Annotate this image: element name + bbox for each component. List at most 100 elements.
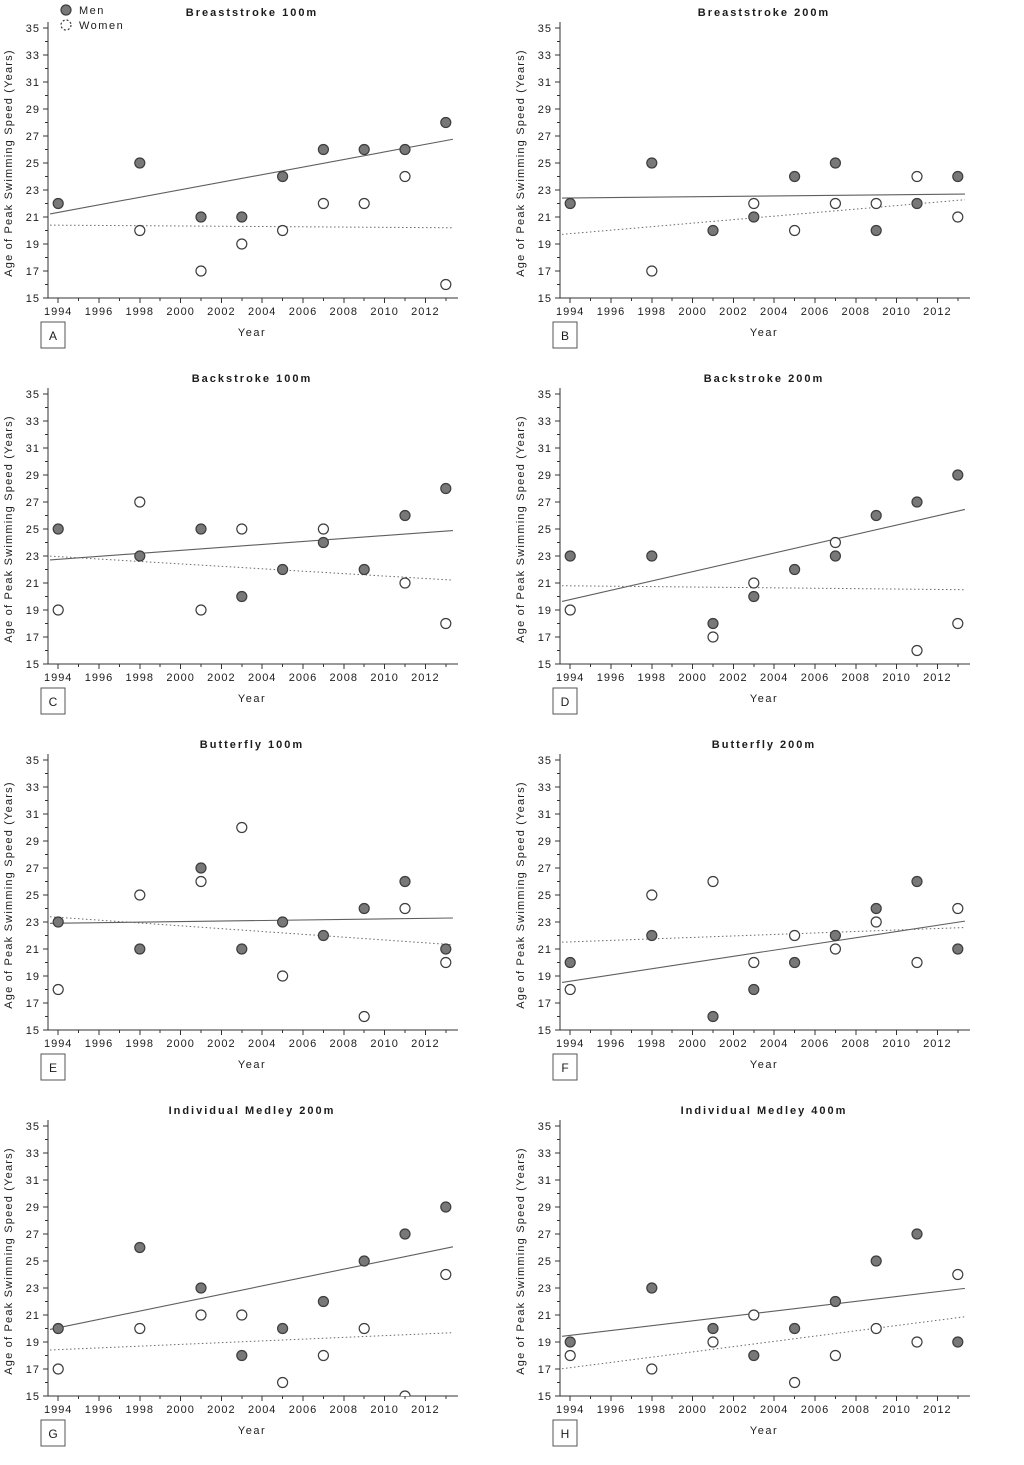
data-point-women xyxy=(277,970,289,982)
y-tick-label: 19 xyxy=(538,605,552,617)
y-tick-label: 25 xyxy=(538,1256,552,1268)
data-point-women xyxy=(789,224,801,237)
data-point-women xyxy=(195,265,207,277)
y-axis-label: Age of Peak Swimming Speed (Years) xyxy=(3,781,15,1009)
data-point-men xyxy=(317,536,329,549)
panel-B: Breaststroke 200m 15 17 19 21 23 25 27 29 31 33 35 1… xyxy=(512,0,1024,366)
data-point-men xyxy=(952,943,964,955)
x-tick-label: 1994 xyxy=(556,1404,584,1416)
panel-B-chart: Breaststroke 200m 15 17 19 21 23 25 27 29 31 33 35 1… xyxy=(515,7,970,349)
data-point-men xyxy=(707,1322,719,1335)
x-axis-label: Year xyxy=(750,327,778,339)
data-point-men xyxy=(440,943,452,955)
x-axis-label: Year xyxy=(238,693,266,705)
data-point-men xyxy=(195,523,207,535)
panel-letter-box xyxy=(552,1419,578,1447)
legend-women-label: Women xyxy=(79,20,124,32)
panel-title: Breaststroke 200m xyxy=(698,7,830,19)
y-tick-label: 31 xyxy=(26,1175,40,1187)
y-axis-label: Age of Peak Swimming Speed (Years) xyxy=(515,781,527,1009)
x-tick-label: 2008 xyxy=(330,1038,358,1050)
y-tick-label: 35 xyxy=(26,1121,40,1133)
x-tick-label: 2012 xyxy=(411,1038,439,1050)
x-axis-label: Year xyxy=(750,693,778,705)
y-tick-label: 21 xyxy=(538,944,552,956)
data-point-men xyxy=(236,1349,248,1362)
panel-E: Butterfly 100m 15 17 19 21 23 25 27 29 31 33 35 1994… xyxy=(0,732,512,1098)
data-point-men xyxy=(399,1228,411,1240)
women-trend-line xyxy=(562,927,965,943)
panel-letter-box xyxy=(40,1053,66,1081)
data-point-men xyxy=(829,157,841,169)
data-points xyxy=(52,116,452,291)
data-point-women xyxy=(440,617,452,630)
x-tick-label: 2002 xyxy=(207,306,235,318)
data-point-men xyxy=(870,509,882,522)
data-point-men xyxy=(952,170,964,183)
data-point-men xyxy=(829,1295,841,1308)
panel-A: Breaststroke 100m 15 17 19 21 23 25 27 29 31 33 35 1… xyxy=(0,0,512,366)
data-point-women xyxy=(870,916,882,928)
x-tick-label: 2004 xyxy=(248,306,276,318)
y-tick-label: 35 xyxy=(538,389,552,401)
data-point-men xyxy=(952,1336,964,1348)
men-trend-line xyxy=(49,138,454,215)
x-tick-label: 2000 xyxy=(166,672,194,684)
y-tick-label: 31 xyxy=(538,77,552,89)
y-tick-label: 23 xyxy=(538,917,552,929)
y-tick-label: 27 xyxy=(26,131,40,143)
x-tick-label: 1998 xyxy=(638,1038,666,1050)
y-tick-label: 21 xyxy=(26,578,40,590)
men-trend-line xyxy=(49,1246,454,1330)
panel-letter: H xyxy=(561,1427,570,1441)
y-tick-label: 29 xyxy=(538,470,552,482)
x-tick-label: 2000 xyxy=(166,306,194,318)
x-tick-label: 2006 xyxy=(289,1038,317,1050)
y-tick-label: 27 xyxy=(538,131,552,143)
data-point-men xyxy=(829,929,841,942)
women-trend-line xyxy=(50,916,453,946)
y-tick-label: 29 xyxy=(538,1202,552,1214)
x-tick-label: 2006 xyxy=(289,672,317,684)
data-point-men xyxy=(317,1295,329,1308)
legend: Men Women xyxy=(60,4,124,32)
axes xyxy=(555,1120,970,1401)
axes xyxy=(555,754,970,1035)
data-point-men xyxy=(748,211,760,223)
x-tick-label: 2002 xyxy=(207,672,235,684)
data-point-women xyxy=(707,1336,719,1348)
data-point-women xyxy=(748,577,760,589)
y-tick-label: 21 xyxy=(538,578,552,590)
data-point-men xyxy=(236,943,248,955)
y-tick-label: 21 xyxy=(538,1310,552,1322)
y-tick-label: 33 xyxy=(26,50,40,62)
data-point-men xyxy=(789,170,801,183)
x-tick-label: 1996 xyxy=(597,1404,625,1416)
data-point-men xyxy=(564,197,576,210)
y-tick-label: 21 xyxy=(538,212,552,224)
axes xyxy=(43,1120,458,1401)
y-tick-label: 17 xyxy=(26,266,40,278)
panel-G: Individual Medley 200m 15 17 19 21 23 25 27 29 31… xyxy=(0,1098,512,1464)
data-point-women xyxy=(952,211,964,223)
data-point-men xyxy=(440,116,452,129)
data-point-women xyxy=(236,238,248,250)
x-tick-label: 2002 xyxy=(207,1404,235,1416)
x-tick-label: 2006 xyxy=(289,1404,317,1416)
x-tick-label: 2002 xyxy=(719,1404,747,1416)
panel-letter: E xyxy=(49,1061,57,1075)
y-tick-label: 33 xyxy=(538,416,552,428)
x-tick-label: 2004 xyxy=(760,672,788,684)
data-point-women xyxy=(870,1322,882,1335)
panel-C: Backstroke 100m 15 17 19 21 23 25 27 29 31 33 35 199… xyxy=(0,366,512,732)
data-point-women xyxy=(134,889,146,901)
y-tick-label: 35 xyxy=(26,755,40,767)
legend-men-marker xyxy=(60,4,72,16)
data-point-women xyxy=(829,943,841,955)
x-tick-label: 1998 xyxy=(126,1404,154,1416)
x-tick-label: 2012 xyxy=(411,306,439,318)
y-tick-label: 17 xyxy=(538,632,552,644)
legend-men-label: Men xyxy=(79,5,105,17)
data-point-women xyxy=(399,1390,411,1396)
x-tick-label: 2012 xyxy=(923,306,951,318)
